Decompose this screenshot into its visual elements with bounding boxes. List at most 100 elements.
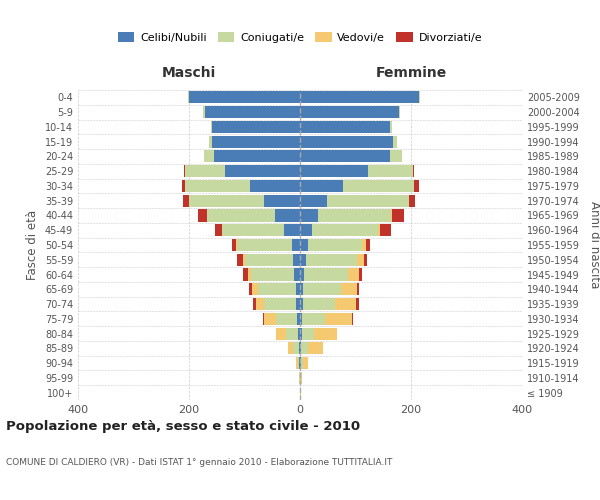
Bar — [356, 254, 364, 266]
Bar — [300, 150, 390, 162]
Bar — [284, 224, 300, 236]
Bar — [184, 165, 185, 177]
Bar — [295, 268, 300, 280]
Bar — [304, 268, 348, 280]
Bar — [232, 239, 236, 251]
Bar — [300, 328, 302, 340]
Bar — [356, 283, 359, 296]
Bar — [300, 268, 304, 280]
Bar — [343, 180, 415, 192]
Bar — [390, 150, 402, 162]
Bar — [296, 298, 300, 310]
Bar — [264, 298, 296, 310]
Bar — [248, 268, 251, 280]
Bar — [185, 180, 250, 192]
Bar — [300, 106, 399, 118]
Bar — [300, 298, 303, 310]
Bar — [188, 92, 189, 104]
Bar — [348, 268, 359, 280]
Bar — [304, 283, 341, 296]
Bar — [335, 298, 356, 310]
Bar — [302, 313, 325, 325]
Bar — [297, 313, 300, 325]
Bar — [419, 92, 421, 104]
Bar — [380, 224, 391, 236]
Bar — [182, 180, 185, 192]
Text: Femmine: Femmine — [376, 66, 446, 80]
Bar — [237, 254, 243, 266]
Bar — [409, 194, 415, 207]
Bar — [214, 150, 300, 162]
Bar — [252, 283, 258, 296]
Bar — [391, 210, 392, 222]
Bar — [415, 180, 419, 192]
Bar — [298, 328, 300, 340]
Y-axis label: Anni di nascita: Anni di nascita — [587, 202, 600, 288]
Bar — [296, 357, 298, 369]
Y-axis label: Fasce di età: Fasce di età — [26, 210, 39, 280]
Bar — [204, 150, 214, 162]
Bar — [223, 224, 284, 236]
Bar — [286, 328, 298, 340]
Bar — [300, 224, 312, 236]
Bar — [250, 180, 300, 192]
Bar — [300, 194, 326, 207]
Bar — [237, 239, 292, 251]
Bar — [209, 136, 212, 147]
Bar — [399, 106, 400, 118]
Bar — [264, 313, 276, 325]
Bar — [301, 357, 303, 369]
Bar — [302, 328, 314, 340]
Bar — [293, 254, 300, 266]
Bar — [308, 342, 323, 354]
Bar — [308, 239, 362, 251]
Text: Popolazione per età, sesso e stato civile - 2010: Popolazione per età, sesso e stato civil… — [6, 420, 360, 433]
Bar — [300, 180, 343, 192]
Legend: Celibi/Nubili, Coniugati/e, Vedovi/e, Divorziati/e: Celibi/Nubili, Coniugati/e, Vedovi/e, Di… — [113, 28, 487, 47]
Bar — [366, 239, 370, 251]
Bar — [264, 194, 300, 207]
Bar — [300, 239, 308, 251]
Bar — [288, 342, 293, 354]
Bar — [205, 106, 300, 118]
Bar — [292, 239, 300, 251]
Bar — [341, 283, 356, 296]
Bar — [245, 254, 293, 266]
Bar — [305, 254, 356, 266]
Bar — [318, 210, 391, 222]
Bar — [199, 210, 207, 222]
Bar — [189, 194, 264, 207]
Bar — [301, 372, 302, 384]
Bar — [393, 136, 397, 147]
Bar — [303, 357, 308, 369]
Bar — [300, 254, 305, 266]
Bar — [184, 194, 189, 207]
Bar — [300, 283, 304, 296]
Bar — [364, 254, 367, 266]
Bar — [293, 342, 299, 354]
Bar — [378, 224, 380, 236]
Bar — [312, 224, 378, 236]
Bar — [215, 224, 222, 236]
Bar — [225, 165, 300, 177]
Bar — [298, 357, 299, 369]
Bar — [185, 165, 225, 177]
Bar — [251, 268, 295, 280]
Bar — [368, 165, 413, 177]
Bar — [244, 268, 248, 280]
Bar — [243, 254, 245, 266]
Bar — [356, 298, 359, 310]
Bar — [296, 283, 300, 296]
Bar — [303, 298, 335, 310]
Bar — [211, 121, 212, 133]
Bar — [203, 106, 205, 118]
Bar — [413, 165, 415, 177]
Text: Maschi: Maschi — [162, 66, 216, 80]
Bar — [299, 342, 300, 354]
Bar — [275, 328, 286, 340]
Bar — [300, 121, 390, 133]
Bar — [300, 165, 368, 177]
Bar — [189, 92, 300, 104]
Bar — [212, 121, 300, 133]
Bar — [325, 313, 352, 325]
